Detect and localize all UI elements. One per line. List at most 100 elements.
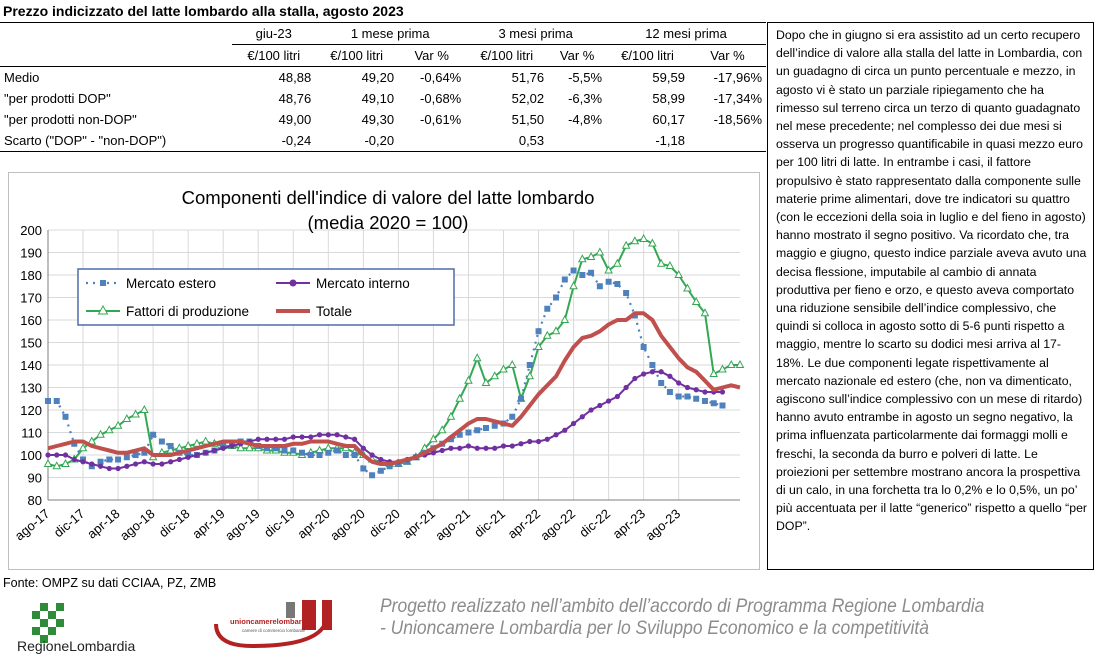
var-1m <box>398 130 466 152</box>
data-point-interno <box>509 443 515 449</box>
data-point-interno <box>97 463 104 469</box>
value-current: 48,76 <box>278 91 312 106</box>
row-label: "per prodotti non-DOP" <box>4 112 137 127</box>
data-point-interno <box>518 441 524 447</box>
y-tick-label: 150 <box>20 336 42 351</box>
data-point-interno <box>369 452 375 458</box>
data-point-interno <box>264 436 270 442</box>
data-point-interno <box>106 465 112 472</box>
data-point-estero <box>386 463 393 470</box>
data-point-fattori <box>613 258 622 267</box>
line-chart: 8090100110120130140150160170180190200ago… <box>8 172 760 570</box>
data-point-fattori <box>464 375 473 384</box>
data-point-interno <box>588 407 594 413</box>
data-point-interno <box>535 438 542 445</box>
data-point-interno <box>527 438 533 445</box>
value-1m: -0,20 <box>315 130 399 152</box>
var-12m: -17,34% <box>713 91 762 106</box>
data-point-estero <box>263 445 270 452</box>
data-point-interno <box>597 402 603 409</box>
value-1m: 49,10 <box>361 91 395 106</box>
data-point-interno <box>290 434 296 440</box>
data-point-estero <box>526 362 533 368</box>
value-current: 48,88 <box>278 70 312 85</box>
data-point-estero <box>325 449 332 456</box>
value-current: 49,00 <box>278 112 312 127</box>
data-point-interno <box>45 452 51 458</box>
data-point-estero <box>377 467 384 474</box>
data-point-fattori <box>78 443 88 452</box>
table-row: "per prodotti non-DOP" 49,00 49,30 -0,61… <box>0 109 766 130</box>
data-point-estero <box>290 447 297 454</box>
data-point-interno <box>570 420 577 427</box>
data-point-interno <box>89 461 95 467</box>
data-point-estero <box>474 427 481 434</box>
data-point-interno <box>80 459 86 465</box>
y-tick-label: 120 <box>20 403 42 418</box>
y-tick-label: 200 <box>20 223 42 238</box>
data-point-fattori <box>499 364 508 373</box>
data-point-estero <box>658 380 665 386</box>
data-point-estero <box>132 452 139 458</box>
data-point-estero <box>491 422 498 429</box>
data-point-interno <box>211 447 218 454</box>
data-point-interno <box>483 445 489 451</box>
data-point-estero <box>710 400 717 407</box>
table-row: Medio 48,88 49,20 -0,64% 51,76 -5,5% 59,… <box>0 67 766 89</box>
data-point-fattori <box>96 429 105 438</box>
data-point-estero <box>456 431 463 438</box>
value-3m: 51,50 <box>511 112 545 127</box>
data-point-interno <box>439 447 445 454</box>
data-point-estero <box>71 440 78 447</box>
data-point-fattori <box>656 258 666 267</box>
data-point-interno <box>448 445 454 451</box>
data-point-estero <box>693 395 700 402</box>
data-point-estero <box>518 395 525 402</box>
data-point-interno <box>299 434 305 440</box>
data-point-fattori <box>429 434 438 443</box>
table-row: "per prodotti DOP" 48,76 49,10 -0,68% 52… <box>0 88 766 109</box>
footer-line-2: - Unioncamere Lombardia per lo Sviluppo … <box>380 618 929 639</box>
data-point-fattori <box>437 425 447 434</box>
data-point-interno <box>702 389 708 395</box>
data-point-fattori <box>648 238 657 247</box>
data-point-fattori <box>577 254 587 263</box>
data-point-estero <box>150 431 157 438</box>
data-point-fattori <box>43 458 53 467</box>
var-header: Var % <box>548 44 607 67</box>
data-point-interno <box>579 414 585 420</box>
var-1m: -0,64% <box>420 70 462 85</box>
chart-title: Componenti dell'indice di valore del lat… <box>182 187 595 208</box>
data-point-interno <box>351 436 358 442</box>
data-point-estero <box>351 452 358 458</box>
value-3m: 51,76 <box>511 70 545 85</box>
data-point-interno <box>544 436 550 442</box>
var-3m <box>548 130 607 152</box>
data-point-interno <box>229 443 235 449</box>
data-point-estero <box>588 269 595 276</box>
row-label: Scarto ("DOP" - "non-DOP") <box>0 130 233 152</box>
data-point-estero <box>299 449 306 456</box>
data-point-interno <box>606 398 612 404</box>
unit-header: €/100 litri <box>606 44 689 67</box>
data-point-fattori <box>621 240 631 249</box>
data-point-fattori <box>472 353 482 362</box>
data-point-interno <box>378 456 384 463</box>
data-point-fattori <box>490 371 500 380</box>
y-tick-label: 190 <box>20 246 42 261</box>
data-point-interno <box>132 461 139 467</box>
var-12m: -18,56% <box>713 112 762 127</box>
table-unit-header-row: €/100 litri €/100 litri Var % €/100 litr… <box>0 44 766 67</box>
unioncamere-logo: unioncamerelombardia camere di commercio… <box>212 596 362 656</box>
data-point-fattori <box>551 326 561 335</box>
data-point-estero <box>281 447 288 454</box>
data-point-estero <box>553 294 560 301</box>
data-point-fattori <box>61 458 70 467</box>
data-point-fattori <box>735 359 745 368</box>
data-point-estero <box>544 305 551 312</box>
regione-lombardia-logo: RegioneLombardia <box>14 600 164 660</box>
data-point-fattori <box>455 393 465 402</box>
y-tick-label: 130 <box>20 381 42 396</box>
data-point-interno <box>641 371 647 377</box>
data-point-interno <box>457 445 463 451</box>
